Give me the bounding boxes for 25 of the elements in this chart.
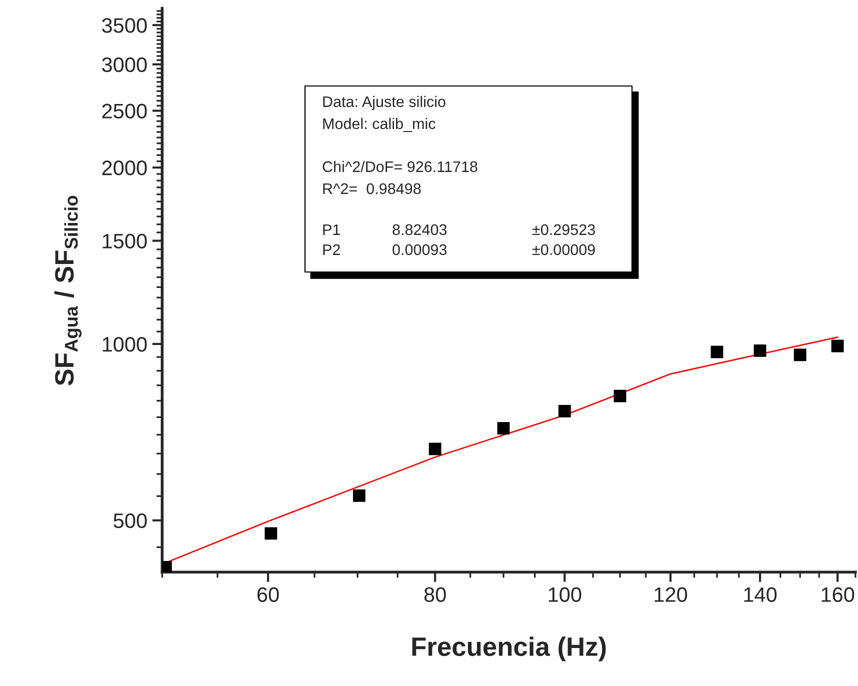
annotation: ±0.00009 xyxy=(532,244,595,256)
annotation: Data: Ajuste silicio xyxy=(323,96,446,110)
annotation: Model: calib_mic xyxy=(323,118,436,132)
annotation: 8.82403 xyxy=(392,224,447,236)
y-tick-label: 3500 xyxy=(102,18,147,33)
y-tick-label: 2000 xyxy=(102,160,147,176)
annotation: ±0.29523 xyxy=(532,224,595,236)
y-tick-label: 3000 xyxy=(102,57,147,72)
x-tick-label: 160 xyxy=(822,587,854,602)
x-tick-label: 140 xyxy=(744,587,777,602)
annotation: P2 xyxy=(323,244,340,255)
y-tick-label: 500 xyxy=(114,513,147,528)
y-tick-label: 2500 xyxy=(102,104,147,118)
y-axis-title: SF$_{Agua}$ / SF$_{Silicio}$ xyxy=(54,196,82,386)
annotation: 0.00093 xyxy=(392,244,447,256)
y-tick-label: 1500 xyxy=(102,234,147,249)
annotation: Chi^2/DoF= 926.11718 xyxy=(322,160,478,172)
x-tick-label: 100 xyxy=(548,587,582,602)
x-axis-title: Frecuencia (Hz) xyxy=(412,636,606,662)
annotation: R^2= 0.98498 xyxy=(323,183,421,194)
x-tick-label: 120 xyxy=(654,587,688,602)
y-tick-label: 1000 xyxy=(102,336,147,352)
annotation: P1 xyxy=(323,224,340,235)
x-tick-label: 80 xyxy=(424,587,446,602)
x-tick-label: 60 xyxy=(258,587,279,602)
